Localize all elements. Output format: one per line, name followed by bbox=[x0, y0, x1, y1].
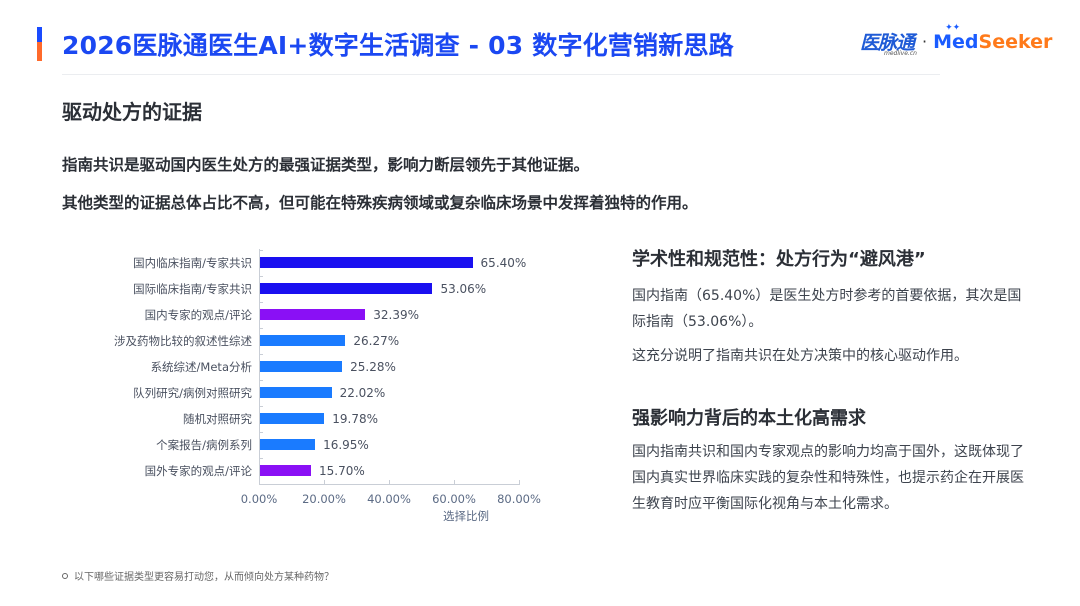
value-label: 53.06% bbox=[440, 282, 487, 296]
bar bbox=[260, 361, 343, 372]
value-label: 25.28% bbox=[350, 360, 396, 374]
bar bbox=[260, 309, 366, 320]
category-label: 国内临床指南/专家共识 bbox=[133, 256, 252, 270]
x-axis-tick bbox=[389, 480, 390, 485]
y-axis-tick bbox=[259, 276, 263, 277]
category-label: 国内专家的观点/评论 bbox=[144, 308, 252, 322]
x-axis-tick bbox=[454, 480, 455, 485]
page-title: 2026医脉通医生AI+数字生活调查 - 03 数字化营销新思路 bbox=[62, 31, 734, 60]
x-tick-label: 20.00% bbox=[302, 492, 346, 506]
category-label: 个案报告/病例系列 bbox=[156, 438, 252, 452]
evidence-bar-chart: 国内临床指南/专家共识 65.40% 国际临床指南/专家共识 53.06% 国内专家的观… bbox=[114, 249, 541, 523]
bar bbox=[260, 465, 312, 476]
value-label: 15.70% bbox=[319, 464, 365, 478]
medlive-logo: 医脉通 medlive.cn bbox=[860, 28, 917, 57]
x-axis-title: 选择比例 bbox=[443, 509, 489, 523]
logo-separator: · bbox=[922, 32, 928, 51]
accent-bar-blue bbox=[37, 27, 42, 42]
survey-question-footnote: 以下哪些证据类型更容易打动您，从而倾向处方某种药物？ bbox=[62, 568, 334, 583]
y-axis-tick bbox=[259, 302, 263, 303]
chart-y-axis bbox=[259, 249, 260, 485]
lead-text-1: 指南共识是驱动国内医生处方的最强证据类型，影响力断层领先于其他证据。 bbox=[62, 156, 590, 174]
value-label: 16.95% bbox=[323, 438, 369, 452]
category-label: 随机对照研究 bbox=[183, 412, 252, 426]
circle-bullet-icon bbox=[62, 572, 68, 579]
medlive-logo-text: 医脉通 bbox=[860, 32, 915, 54]
category-label: 队列研究/病例对照研究 bbox=[133, 386, 252, 400]
y-axis-tick bbox=[259, 432, 263, 433]
value-label: 19.78% bbox=[332, 412, 379, 426]
accent-bar-orange bbox=[37, 42, 42, 61]
title-accent-bar bbox=[37, 27, 42, 61]
side-paragraph-2: 这充分说明了指南共识在处方决策中的核心驱动作用。 bbox=[632, 348, 968, 364]
side-paragraph-1: 国内指南（65.40%）是医生处方时参考的首要依据，其次是国际指南（53.06%… bbox=[632, 288, 1022, 330]
y-axis-tick bbox=[259, 458, 263, 459]
category-label: 涉及药物比较的叙述性综述 bbox=[114, 334, 252, 348]
category-label: 国外专家的观点/评论 bbox=[144, 464, 252, 478]
side-heading-2: 强影响力背后的本土化高需求 bbox=[632, 408, 866, 429]
value-label: 26.27% bbox=[353, 334, 400, 348]
bar bbox=[260, 413, 325, 424]
medseeker-seeker-text: Seeker bbox=[978, 30, 1053, 53]
bar bbox=[260, 439, 316, 450]
x-axis-tick bbox=[259, 480, 260, 485]
sparkle-icon: ✦✦ bbox=[945, 22, 961, 33]
medlive-logo-subtext: medlive.cn bbox=[884, 50, 917, 57]
side-paragraph-3: 国内指南共识和国内专家观点的影响力均高于国外，这既体现了国内真实世界临床实践的复… bbox=[632, 444, 1024, 512]
side-heading-1: 学术性和规范性：处方行为“避风港” bbox=[632, 249, 926, 270]
bar bbox=[260, 257, 473, 268]
x-axis-tick bbox=[324, 480, 325, 485]
footnote-text: 以下哪些证据类型更容易打动您，从而倾向处方某种药物？ bbox=[74, 572, 334, 583]
y-axis-tick bbox=[259, 406, 263, 407]
section-title: 驱动处方的证据 bbox=[62, 100, 202, 124]
title-divider bbox=[62, 74, 940, 75]
bar bbox=[260, 283, 433, 294]
x-tick-label: 0.00% bbox=[240, 492, 278, 506]
brand-logo: 医脉通 medlive.cn · ✦✦ Med Seeker bbox=[860, 23, 1053, 58]
lead-text-2: 其他类型的证据总体占比不高，但可能在特殊疾病领域或复杂临床场景中发挥着独特的作用… bbox=[62, 194, 698, 212]
category-label: 系统综述/Meta分析 bbox=[150, 360, 252, 374]
medseeker-logo-med: ✦✦ Med bbox=[933, 23, 979, 53]
category-label: 国际临床指南/专家共识 bbox=[133, 282, 252, 296]
medseeker-med-text: Med bbox=[933, 30, 979, 53]
y-axis-tick bbox=[259, 328, 263, 329]
value-label: 22.02% bbox=[339, 386, 386, 400]
x-tick-label: 40.00% bbox=[367, 492, 411, 506]
value-label: 32.39% bbox=[373, 308, 420, 322]
x-tick-label: 80.00% bbox=[497, 492, 541, 506]
y-axis-tick bbox=[259, 250, 263, 251]
y-axis-tick bbox=[259, 354, 263, 355]
y-axis-tick bbox=[259, 380, 263, 381]
value-label: 65.40% bbox=[480, 256, 527, 270]
bar bbox=[260, 335, 346, 346]
x-tick-label: 60.00% bbox=[432, 492, 476, 506]
x-axis-tick bbox=[519, 480, 520, 485]
bar bbox=[260, 387, 332, 398]
